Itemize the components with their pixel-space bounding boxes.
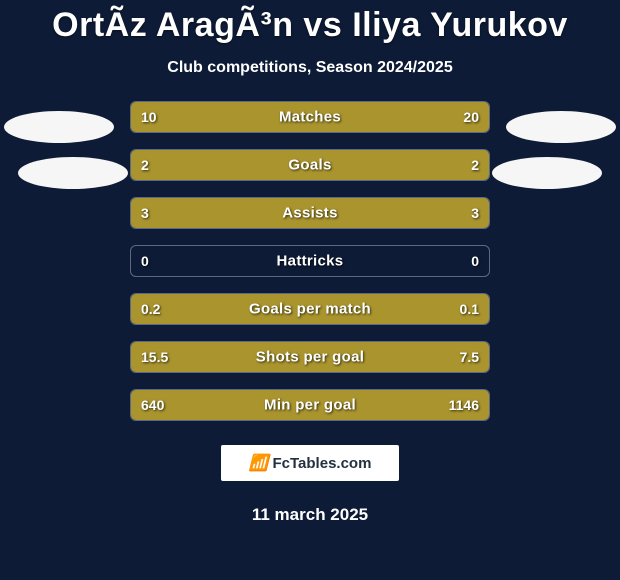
stat-value-left: 10 xyxy=(141,109,157,125)
stat-label: Hattricks xyxy=(277,253,344,270)
bar-right xyxy=(310,150,489,180)
chart-icon: 📶 xyxy=(249,453,269,473)
player-left-oval-2 xyxy=(18,157,128,189)
bar-left xyxy=(131,150,310,180)
stat-value-left: 640 xyxy=(141,397,164,413)
date-label: 11 march 2025 xyxy=(0,505,620,525)
stat-label: Shots per goal xyxy=(256,349,364,366)
subtitle: Club competitions, Season 2024/2025 xyxy=(0,59,620,77)
player-left-oval-1 xyxy=(4,111,114,143)
stat-row: 10 20 Matches xyxy=(130,101,490,133)
stat-label: Assists xyxy=(282,205,337,222)
stat-value-left: 0 xyxy=(141,253,149,269)
stat-label: Goals xyxy=(288,157,331,174)
stat-value-left: 15.5 xyxy=(141,349,168,365)
stat-value-right: 0 xyxy=(471,253,479,269)
stat-value-left: 0.2 xyxy=(141,301,160,317)
watermark-text: FcTables.com xyxy=(273,455,372,472)
stat-label: Goals per match xyxy=(249,301,371,318)
stat-rows: 10 20 Matches 2 2 Goals 3 3 Assists 0 0 Hattricks 0.… xyxy=(130,101,490,421)
stat-label: Min per goal xyxy=(264,397,356,414)
stat-row: 2 2 Goals xyxy=(130,149,490,181)
stat-label: Matches xyxy=(279,109,341,126)
stat-row: 0.2 0.1 Goals per match xyxy=(130,293,490,325)
stat-row: 3 3 Assists xyxy=(130,197,490,229)
page-title: OrtÃ­z AragÃ³n vs Iliya Yurukov xyxy=(0,6,620,45)
comparison-arena: 10 20 Matches 2 2 Goals 3 3 Assists 0 0 Hattricks 0.… xyxy=(0,101,620,421)
stat-row: 15.5 7.5 Shots per goal xyxy=(130,341,490,373)
stat-value-right: 7.5 xyxy=(460,349,479,365)
stat-value-right: 0.1 xyxy=(460,301,479,317)
player-right-oval-1 xyxy=(506,111,616,143)
watermark: 📶 FcTables.com xyxy=(221,445,399,481)
stat-value-right: 3 xyxy=(471,205,479,221)
stat-value-right: 1146 xyxy=(449,397,479,413)
stat-row: 640 1146 Min per goal xyxy=(130,389,490,421)
stat-value-left: 2 xyxy=(141,157,149,173)
stat-value-right: 20 xyxy=(463,109,479,125)
stat-value-left: 3 xyxy=(141,205,149,221)
stat-value-right: 2 xyxy=(471,157,479,173)
player-right-oval-2 xyxy=(492,157,602,189)
stat-row: 0 0 Hattricks xyxy=(130,245,490,277)
